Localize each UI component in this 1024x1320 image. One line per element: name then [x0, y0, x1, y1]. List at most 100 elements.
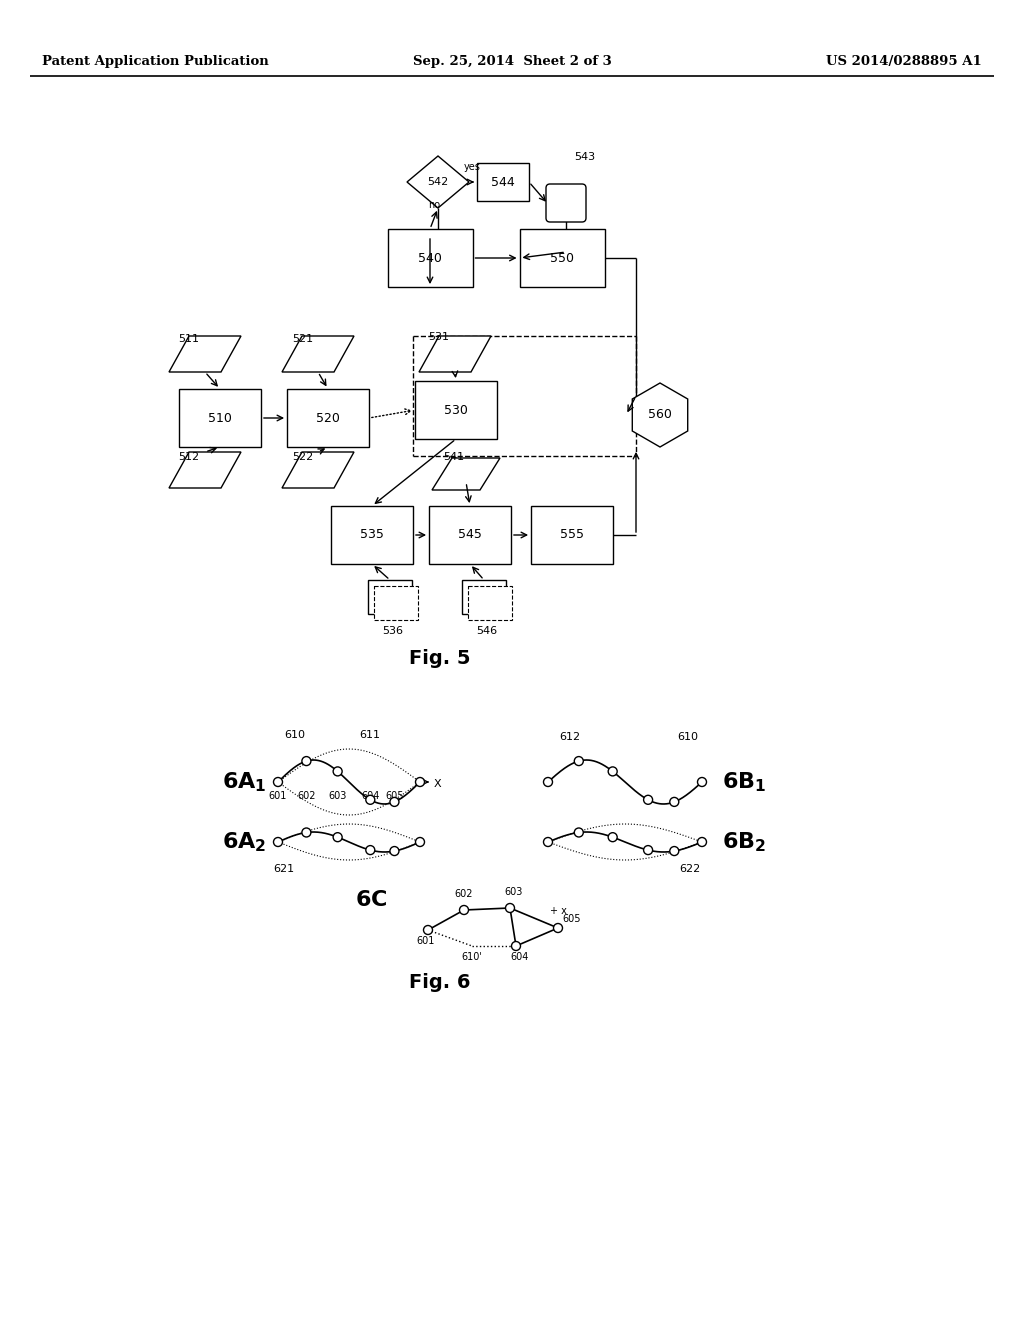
Text: 541: 541 — [443, 451, 464, 462]
Text: X: X — [434, 779, 441, 789]
Polygon shape — [282, 337, 354, 372]
Text: 522: 522 — [292, 451, 313, 462]
Text: yes: yes — [464, 162, 481, 172]
Text: 535: 535 — [360, 528, 384, 541]
Circle shape — [670, 797, 679, 807]
Text: 612: 612 — [559, 733, 581, 742]
Circle shape — [544, 837, 553, 846]
Circle shape — [697, 777, 707, 787]
Circle shape — [644, 795, 652, 804]
Polygon shape — [169, 451, 241, 488]
Text: 540: 540 — [418, 252, 442, 264]
Circle shape — [390, 797, 399, 807]
Polygon shape — [419, 337, 490, 372]
Text: 610: 610 — [285, 730, 305, 741]
Text: 604: 604 — [511, 952, 529, 962]
Text: 510: 510 — [208, 412, 232, 425]
Polygon shape — [632, 383, 688, 447]
Text: 544: 544 — [492, 176, 515, 189]
Circle shape — [390, 846, 399, 855]
Text: 602: 602 — [297, 791, 315, 801]
Text: 601: 601 — [269, 791, 287, 801]
Bar — [531, 506, 613, 564]
Bar — [468, 586, 512, 620]
Text: 621: 621 — [273, 865, 295, 874]
Text: 604: 604 — [361, 791, 380, 801]
Text: 610: 610 — [678, 733, 698, 742]
Text: 546: 546 — [476, 626, 498, 636]
Text: 520: 520 — [316, 412, 340, 425]
Text: 610': 610' — [462, 952, 482, 962]
Text: Fig. 6: Fig. 6 — [410, 973, 471, 991]
Bar — [368, 579, 412, 614]
Circle shape — [273, 777, 283, 787]
Polygon shape — [432, 458, 500, 490]
Text: $\mathbf{6A_1}$: $\mathbf{6A_1}$ — [222, 770, 266, 793]
Text: 602: 602 — [455, 888, 473, 899]
Text: 611: 611 — [359, 730, 381, 741]
Circle shape — [460, 906, 469, 915]
Text: 512: 512 — [178, 451, 199, 462]
FancyBboxPatch shape — [546, 183, 586, 222]
Text: US 2014/0288895 A1: US 2014/0288895 A1 — [826, 55, 982, 69]
Text: $\mathbf{6A_2}$: $\mathbf{6A_2}$ — [222, 830, 266, 854]
Text: 530: 530 — [444, 404, 468, 417]
Text: 521: 521 — [292, 334, 313, 345]
Text: 531: 531 — [428, 333, 449, 342]
Text: 603: 603 — [329, 791, 347, 801]
Bar — [179, 389, 261, 447]
Circle shape — [574, 828, 584, 837]
Bar — [331, 506, 413, 564]
Bar — [429, 506, 511, 564]
Polygon shape — [169, 337, 241, 372]
Text: 543: 543 — [574, 152, 595, 162]
Text: 555: 555 — [560, 528, 584, 541]
Polygon shape — [282, 451, 354, 488]
Circle shape — [512, 941, 520, 950]
Bar — [374, 586, 418, 620]
Bar — [387, 228, 472, 286]
Circle shape — [554, 924, 562, 932]
Text: 542: 542 — [427, 177, 449, 187]
Circle shape — [670, 846, 679, 855]
Text: 603: 603 — [505, 887, 523, 898]
Text: 550: 550 — [550, 252, 574, 264]
Text: $\mathbf{6B_1}$: $\mathbf{6B_1}$ — [722, 770, 766, 793]
Circle shape — [366, 846, 375, 854]
Circle shape — [333, 833, 342, 842]
Text: $\mathbf{6C}$: $\mathbf{6C}$ — [355, 890, 387, 909]
Bar — [519, 228, 604, 286]
Text: 545: 545 — [458, 528, 482, 541]
Bar — [477, 162, 529, 201]
Text: 622: 622 — [679, 865, 700, 874]
Text: 511: 511 — [178, 334, 199, 345]
Circle shape — [608, 833, 617, 842]
Text: 560: 560 — [648, 408, 672, 421]
Text: + x: + x — [550, 906, 567, 916]
Text: 605: 605 — [563, 913, 582, 924]
Circle shape — [544, 777, 553, 787]
Circle shape — [644, 846, 652, 854]
Circle shape — [697, 837, 707, 846]
Circle shape — [333, 767, 342, 776]
Bar — [462, 579, 506, 614]
Text: no: no — [428, 201, 440, 210]
Circle shape — [608, 767, 617, 776]
Bar — [415, 381, 497, 440]
Circle shape — [506, 903, 514, 912]
Circle shape — [574, 756, 584, 766]
Circle shape — [416, 837, 425, 846]
Text: Fig. 5: Fig. 5 — [410, 648, 471, 668]
Polygon shape — [407, 156, 469, 209]
Bar — [287, 389, 369, 447]
Text: $\mathbf{6B_2}$: $\mathbf{6B_2}$ — [722, 830, 766, 854]
Circle shape — [366, 795, 375, 804]
Text: 536: 536 — [383, 626, 403, 636]
Circle shape — [416, 777, 425, 787]
Text: 601: 601 — [417, 936, 435, 946]
Circle shape — [273, 837, 283, 846]
Circle shape — [302, 828, 311, 837]
Text: Patent Application Publication: Patent Application Publication — [42, 55, 268, 69]
Circle shape — [424, 925, 432, 935]
Text: Sep. 25, 2014  Sheet 2 of 3: Sep. 25, 2014 Sheet 2 of 3 — [413, 55, 611, 69]
